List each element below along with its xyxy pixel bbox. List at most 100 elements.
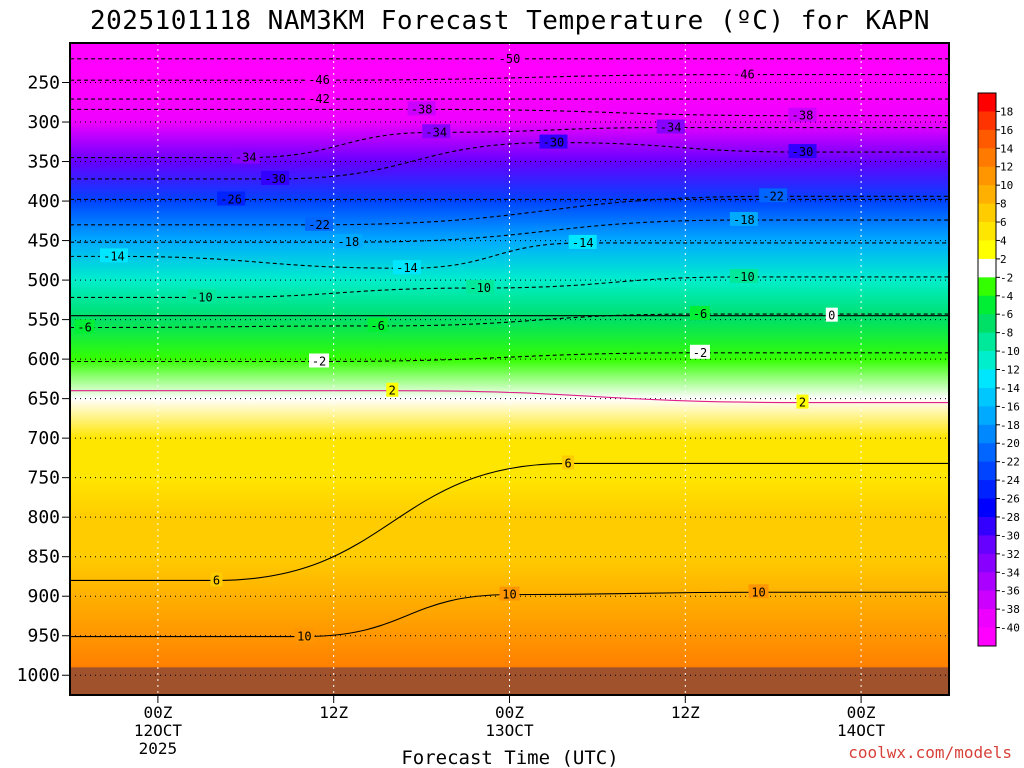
y-tick-label: 300 [27, 112, 60, 133]
colorbar-tick-label: -34 [1000, 566, 1020, 579]
colorbar-swatch [978, 406, 996, 426]
contour-label-bg [422, 124, 451, 139]
colorbar-tick-label: -26 [1000, 493, 1020, 506]
contour-label: -30 [792, 145, 814, 159]
contour-label-bg [334, 234, 363, 249]
contour-label-bg [407, 101, 436, 116]
contour-label: -18 [733, 213, 755, 227]
credit-text: coolwx.com/models [848, 743, 1012, 762]
contour-label-bg [217, 191, 246, 206]
colorbar-swatch [978, 480, 996, 500]
contour-label-bg [729, 66, 758, 81]
contour-label: -50 [499, 52, 521, 66]
y-tick-label: 750 [27, 468, 60, 489]
colorbar-swatch [978, 185, 996, 205]
colorbar-swatch [978, 148, 996, 168]
contour-label: -18 [338, 235, 360, 249]
contour-label-bg [367, 317, 388, 332]
contour-label-bg [305, 216, 334, 231]
contour-label-bg [748, 584, 769, 599]
colorbar-swatch [978, 424, 996, 444]
contour-label: -22 [308, 218, 330, 232]
ground-band [70, 667, 949, 695]
x-tick-label: 00Z [495, 703, 524, 722]
contour-label: -38 [411, 102, 433, 116]
colorbar-tick-label: -14 [1000, 382, 1020, 395]
contour-label: -34 [235, 151, 257, 165]
contour-label-bg [788, 144, 817, 159]
contour-label: -22 [762, 189, 784, 203]
colorbar-tick-label: 4 [1000, 234, 1007, 247]
contour-label-bg [729, 212, 758, 227]
contour-label-bg [231, 149, 260, 164]
contour-line [70, 313, 949, 329]
colorbar-tick-label: -28 [1000, 511, 1020, 524]
y-tick-label: 850 [27, 547, 60, 568]
contour-label: -46 [733, 68, 755, 82]
contour-line [70, 74, 949, 81]
x-tick-year: 2025 [139, 739, 178, 758]
contour-label: -6 [370, 319, 384, 333]
colorbar-tick-label: -16 [1000, 400, 1020, 413]
contour-line [70, 219, 949, 243]
contour-line [70, 390, 949, 404]
contour-label: -34 [425, 125, 447, 139]
contour-label: 2 [389, 384, 396, 398]
contour-label-bg [261, 170, 290, 185]
contour-label-bg [392, 260, 421, 275]
y-tick-label: 950 [27, 626, 60, 647]
colorbar-swatch [978, 553, 996, 573]
contour-label-bg [466, 279, 495, 294]
contour-label-bg [386, 382, 399, 397]
contour-label-bg [562, 455, 575, 470]
colorbar-tick-label: -40 [1000, 622, 1020, 635]
contour-label-bg [788, 107, 817, 122]
colorbar-tick-label: -4 [1000, 290, 1014, 303]
x-tick-date: 12OCT [134, 721, 183, 740]
contour-labels: -50-46 -46-42-38 -38-34 -34-34-30-30-30-26-… [74, 50, 838, 644]
y-tick-label: 350 [27, 152, 60, 173]
contour-label-bg [825, 307, 838, 322]
colorbar-tick-label: -10 [1000, 345, 1020, 358]
colorbar-swatch [978, 258, 996, 278]
colorbar-swatch [978, 203, 996, 223]
contour-label: -6 [693, 307, 707, 321]
colorbar-swatch [978, 443, 996, 463]
contour-line [70, 591, 949, 638]
contour-label: 10 [751, 585, 765, 599]
colorbar-swatch [978, 111, 996, 131]
contour-line [70, 142, 949, 180]
contour-label-bg [294, 628, 315, 643]
x-tick-label: 12Z [671, 703, 700, 722]
contour-label: 6 [213, 573, 220, 587]
plot-area: -50-46 -46-42-38 -38-34 -34-34-30-30-30-26-… [69, 42, 950, 696]
contour-label: -46 [308, 73, 330, 87]
colorbar-swatch [978, 590, 996, 610]
contour-label: -14 [572, 236, 594, 250]
contour-label: -14 [396, 261, 418, 275]
y-tick-label: 450 [27, 231, 60, 252]
contour-label: -30 [264, 172, 286, 186]
colorbar-swatch [978, 129, 996, 149]
colorbar-tick-label: 8 [1000, 198, 1007, 211]
contour-label-bg [759, 188, 788, 203]
contour-label-bg [210, 572, 223, 587]
chart-title: 2025101118 NAM3KM Forecast Temperature (… [90, 6, 930, 36]
contour-label-bg [568, 234, 597, 249]
colorbar: 18 16 14 12 10 8 6 4 2 -2 -4 -6 -8 -10 -12 -14 -16 -18 -20… [977, 92, 1020, 647]
x-tick-label: 00Z [143, 703, 172, 722]
colorbar-swatch [978, 572, 996, 592]
contour-label: 2 [799, 396, 806, 410]
contour-label-bg [99, 248, 128, 263]
x-tick-date: 13OCT [485, 721, 534, 740]
y-tick-label: 1000 [17, 665, 60, 686]
colorbar-swatch [978, 516, 996, 536]
contour-line [70, 195, 949, 226]
contour-line [70, 352, 949, 363]
y-tick-label: 900 [27, 586, 60, 607]
colorbar-swatch [978, 351, 996, 370]
colorbar-tick-label: -20 [1000, 437, 1020, 450]
contour-label-bg [689, 344, 710, 359]
colorbar-swatch [978, 240, 996, 260]
